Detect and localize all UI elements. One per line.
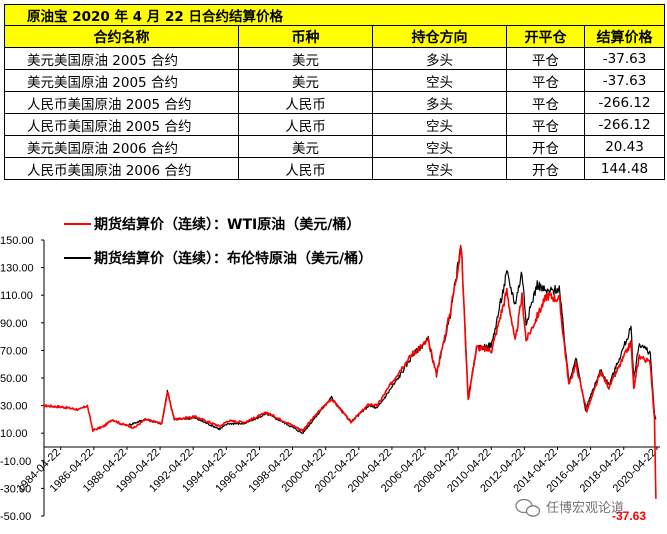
col-header-direction: 持仓方向 — [372, 25, 507, 48]
table-cell: 20.43 — [583, 135, 666, 158]
y-tick-label: 30.00 — [0, 401, 28, 413]
y-tick-label: 150.00 — [0, 235, 34, 247]
annotation-label: -37.63 — [612, 509, 646, 523]
table-header-row: 合约名称 币种 持仓方向 开平仓 结算价格 — [4, 25, 666, 48]
table-row: 美元美国原油 2005 合约 美元 空头 平仓 -37.63 — [4, 69, 666, 92]
table-cell: 开仓 — [506, 135, 585, 158]
y-tick-label: -10.00 — [0, 456, 31, 468]
table-cell: -266.12 — [583, 91, 666, 114]
table-cell: 空头 — [372, 135, 507, 158]
legend-label-wti: 期货结算价（连续）：WTI原油（美元/桶） — [94, 216, 360, 233]
table-cell: 开仓 — [506, 157, 585, 180]
series-layer — [43, 244, 657, 499]
table-title: 原油宝 2020 年 4 月 22 日合约结算价格 — [3, 4, 666, 26]
table-row: 人民币美国原油 2005 合约 人民币 空头 平仓 -266.12 — [4, 113, 666, 136]
table-cell: -266.12 — [583, 113, 666, 136]
legend-label-brent: 期货结算价（连续）：布伦特原油（美元/桶） — [94, 250, 372, 267]
table-cell: 144.48 — [583, 157, 666, 180]
x-axis: 1984-04-221986-04-221988-04-221990-04-22… — [15, 446, 660, 495]
col-header-price: 结算价格 — [583, 25, 666, 48]
table-cell: 平仓 — [506, 91, 585, 114]
table-cell: 空头 — [372, 113, 507, 136]
y-axis: 150.00 130.00 110.00 90.00 70.00 50.00 30.00 10… — [0, 235, 45, 523]
table-cell: 多头 — [372, 91, 507, 114]
table-cell: 美元 — [238, 69, 373, 92]
table-cell: 人民币 — [238, 91, 373, 114]
table-cell: 美元美国原油 2005 合约 — [4, 47, 239, 70]
col-header-currency: 币种 — [238, 25, 373, 48]
y-tick-label: -30.00 — [0, 483, 31, 495]
table-row: 人民币美国原油 2006 合约 人民币 空头 开仓 144.48 — [4, 157, 666, 180]
table-row: 美元美国原油 2006 合约 美元 空头 开仓 20.43 — [4, 135, 666, 158]
y-tick-label: 130.00 — [0, 263, 34, 275]
table-cell: 人民币美国原油 2005 合约 — [4, 91, 239, 114]
table-row: 美元美国原油 2005 合约 美元 多头 平仓 -37.63 — [4, 47, 666, 70]
series-line-brent — [128, 246, 657, 434]
separator-line — [4, 179, 665, 182]
settlement-table: 原油宝 2020 年 4 月 22 日合约结算价格 合约名称 币种 持仓方向 开… — [3, 4, 666, 182]
table-cell: -37.63 — [583, 47, 666, 70]
col-header-open-close: 开平仓 — [506, 25, 585, 48]
table-cell: 平仓 — [506, 47, 585, 70]
y-tick-label: -50.00 — [0, 511, 31, 523]
table-cell: 人民币美国原油 2005 合约 — [4, 113, 239, 136]
table-cell: 平仓 — [506, 113, 585, 136]
watermark: 任博宏观论道 — [515, 498, 624, 517]
table-cell: 美元 — [238, 47, 373, 70]
y-tick-label: 110.00 — [0, 290, 33, 302]
table-cell: -37.63 — [583, 69, 666, 92]
table-cell: 美元美国原油 2006 合约 — [4, 135, 239, 158]
table-cell: 美元 — [238, 135, 373, 158]
y-tick-label: 90.00 — [0, 318, 28, 330]
table-row: 人民币美国原油 2005 合约 人民币 多头 平仓 -266.12 — [4, 91, 666, 114]
table-cell: 美元美国原油 2005 合约 — [4, 69, 239, 92]
table-separator — [4, 179, 665, 182]
table-cell: 空头 — [372, 157, 507, 180]
table-cell: 人民币美国原油 2006 合约 — [4, 157, 239, 180]
y-tick-label: 70.00 — [0, 345, 28, 357]
table-cell: 多头 — [372, 47, 507, 70]
oil-price-chart: 150.00 130.00 110.00 90.00 70.00 50.00 30.00 10… — [0, 216, 660, 523]
table-cell: 人民币 — [238, 157, 373, 180]
col-header-contract: 合约名称 — [4, 25, 239, 48]
table-cell: 人民币 — [238, 113, 373, 136]
watermark-text: 任博宏观论道 — [546, 501, 624, 516]
wechat-icon — [515, 498, 541, 517]
table-cell: 平仓 — [506, 69, 585, 92]
y-tick-label: 10.00 — [0, 428, 28, 440]
y-tick-label: 50.00 — [0, 373, 28, 385]
legend: 期货结算价（连续）：WTI原油（美元/桶） 期货结算价（连续）：布伦特原油（美元… — [64, 216, 372, 267]
series-line-wti — [43, 244, 657, 499]
table-cell: 空头 — [372, 69, 507, 92]
